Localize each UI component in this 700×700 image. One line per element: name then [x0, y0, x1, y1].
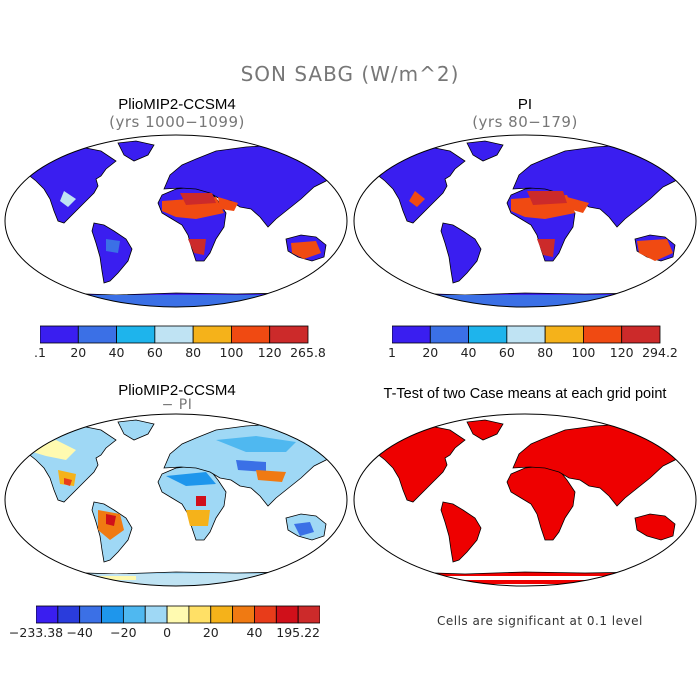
panel-2-map [353, 134, 697, 308]
panel-3-subtitle: − PI [161, 397, 193, 413]
colorbar-tick-label: −40 [66, 625, 93, 640]
colorbar-swatch [122, 605, 146, 624]
panel-1-title: PlioMIP2-CCSM4 [118, 96, 236, 113]
colorbar-tick-label: 100 [219, 345, 244, 360]
colorbar-1 [40, 325, 309, 344]
colorbar-swatch [232, 605, 255, 624]
colorbar-tick-label: 20 [70, 345, 87, 360]
colorbar-swatch [154, 325, 194, 344]
colorbar-swatch [544, 325, 584, 344]
colorbar-tick-label: 100 [571, 345, 596, 360]
colorbar-swatch [210, 605, 234, 624]
colorbar-tick-label: 40 [460, 345, 477, 360]
significance-note: Cells are significant at 0.1 level [437, 614, 643, 628]
panel-3-title: PlioMIP2-CCSM4 [118, 382, 236, 399]
panel-3-map [4, 413, 348, 587]
colorbar-swatch [468, 325, 508, 344]
colorbar-swatch [254, 605, 277, 624]
colorbar-tick-label: 60 [146, 345, 163, 360]
colorbar-tick-label: 80 [185, 345, 202, 360]
colorbar-3 [36, 605, 320, 624]
colorbar-swatch [192, 325, 232, 344]
colorbar-tick-label: .1 [34, 345, 46, 360]
figure-title: SON SABG (W/m^2) [240, 62, 460, 86]
panel-1-subtitle: (yrs 1000−1099) [109, 113, 245, 131]
colorbar-tick-label: 294.2 [642, 345, 678, 360]
colorbar-tick-label: 60 [498, 345, 515, 360]
colorbar-tick-label: 120 [609, 345, 634, 360]
colorbar-tick-label: 195.22 [276, 625, 321, 640]
colorbar-swatch [392, 325, 431, 344]
colorbar-swatch [231, 325, 271, 344]
colorbar-swatch [144, 605, 168, 624]
colorbar-swatch [188, 605, 212, 624]
colorbar-swatch [40, 325, 79, 344]
colorbar-tick-label: 120 [257, 345, 282, 360]
colorbar-swatch [621, 325, 661, 344]
panel-2-title: PI [517, 96, 533, 113]
panel-2-subtitle: (yrs 80−179) [472, 113, 578, 131]
colorbar-swatch [583, 325, 623, 344]
colorbar-tick-label: 80 [537, 345, 554, 360]
colorbar-tick-label: −20 [110, 625, 137, 640]
colorbar-swatch [36, 605, 59, 624]
colorbar-swatch [506, 325, 546, 344]
colorbar-2 [392, 325, 661, 344]
colorbar-tick-label: 0 [163, 625, 172, 640]
colorbar-swatch [429, 325, 469, 344]
colorbar-swatch [116, 325, 156, 344]
colorbar-tick-label: 1 [388, 345, 396, 360]
colorbar-tick-label: 20 [202, 625, 219, 640]
colorbar-swatch [57, 605, 81, 624]
colorbar-tick-label: 265.8 [290, 345, 326, 360]
colorbar-swatch [77, 325, 117, 344]
colorbar-swatch [79, 605, 102, 624]
colorbar-swatch [275, 605, 299, 624]
panel-4-title: T-Test of two Case means at each grid po… [383, 386, 667, 402]
panel-4-map [353, 413, 697, 587]
colorbar-swatch [297, 605, 320, 624]
colorbar-swatch [269, 325, 309, 344]
panel-1-map [4, 134, 348, 308]
colorbar-tick-label: 40 [108, 345, 125, 360]
colorbar-tick-label: 20 [422, 345, 439, 360]
colorbar-swatch [166, 605, 190, 624]
colorbar-swatch [101, 605, 124, 624]
colorbar-tick-label: −233.38 [8, 625, 64, 640]
colorbar-tick-label: 40 [246, 625, 263, 640]
